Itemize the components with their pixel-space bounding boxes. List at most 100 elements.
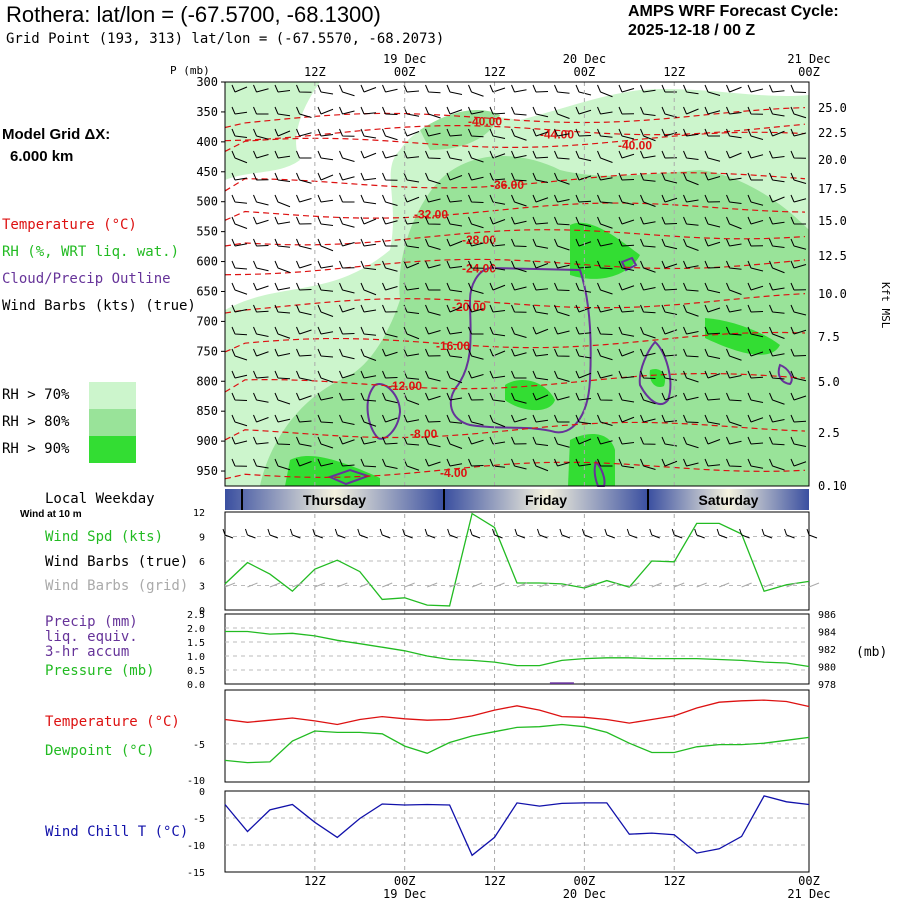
surface-wind-barb xyxy=(626,528,638,539)
wind-barb xyxy=(468,194,484,203)
wind-barb xyxy=(253,414,269,423)
wind-barb xyxy=(468,348,484,360)
wind-speed-tick-label: 6 xyxy=(199,557,205,568)
rh-legend-90-swatch xyxy=(89,436,136,463)
height-tick-label: 10.0 xyxy=(818,287,847,301)
temperature-contour-label: -36.00 xyxy=(490,178,524,192)
wind-barb xyxy=(726,436,742,445)
surface-wind-barbs xyxy=(222,528,818,539)
wind-barb xyxy=(446,150,463,161)
wind-barb xyxy=(231,370,248,379)
wind-barb xyxy=(360,84,377,93)
surface-wind-barb xyxy=(761,528,773,539)
bottom-date-label: 19 Dec xyxy=(383,887,426,900)
bottom-date-label: 21 Dec xyxy=(787,887,830,900)
wind-barb xyxy=(274,128,291,137)
wind-barb xyxy=(704,436,721,445)
precip-tick-label: 0.5 xyxy=(187,666,205,677)
wind-barb xyxy=(747,458,764,469)
wind-barb xyxy=(274,216,291,225)
wind-barb xyxy=(425,84,441,94)
wind-barb xyxy=(618,370,635,379)
wind-barb xyxy=(489,282,506,291)
wind-barb xyxy=(532,304,549,315)
wind-barb xyxy=(382,238,398,247)
top-time-label: 00Z xyxy=(394,65,416,79)
wind-barb xyxy=(360,436,377,445)
wind-barb xyxy=(747,150,764,159)
wind-barb xyxy=(317,260,334,269)
wind-barb xyxy=(317,172,334,181)
wind-barb xyxy=(554,216,570,226)
wind-barb xyxy=(382,414,398,423)
wind-barb xyxy=(726,172,742,181)
bottom-time-label: 12Z xyxy=(663,874,685,888)
wind-barb xyxy=(769,172,785,183)
weekday-label: Saturday xyxy=(699,492,759,508)
wind-barb xyxy=(790,128,807,137)
wind-barb xyxy=(704,260,721,269)
wind-barb xyxy=(511,128,527,141)
top-time-label: 12Z xyxy=(304,65,326,79)
wind-barb xyxy=(575,282,592,293)
wind-barb xyxy=(468,458,484,467)
bottom-time-label: 00Z xyxy=(574,874,596,888)
wind-barb xyxy=(317,348,334,358)
forecast-cycle-time: 2025-12-18 / 00 Z xyxy=(628,22,756,39)
rh-legend-70-swatch xyxy=(89,382,136,409)
temperature-tick-label: -10 xyxy=(187,776,205,787)
wind-barb xyxy=(661,304,678,315)
wind-barb xyxy=(618,326,635,337)
wind-barb xyxy=(575,150,592,162)
pressure-tick-label-right: 986 xyxy=(818,610,836,621)
height-tick-label: 17.5 xyxy=(818,182,847,196)
wind-barb xyxy=(360,216,377,225)
surface-wind-barb-grid xyxy=(449,582,460,588)
wind-barb xyxy=(274,238,291,248)
wind-barb xyxy=(382,436,398,445)
wind-barb xyxy=(575,348,592,359)
wind-barb xyxy=(231,458,248,467)
pressure-tick-label: 800 xyxy=(196,374,218,388)
wind-barb xyxy=(597,260,613,270)
wind-barb xyxy=(360,348,377,361)
wind-barb xyxy=(446,282,463,293)
wind-chill-line xyxy=(224,795,810,857)
wind-barb xyxy=(769,414,785,423)
wind-barb xyxy=(253,282,269,291)
wind-barb xyxy=(425,216,441,225)
wind-barb xyxy=(575,260,592,269)
wind-barb xyxy=(597,304,613,313)
wind-barb xyxy=(511,348,527,357)
wind-barb xyxy=(790,172,807,184)
wind-barb xyxy=(446,84,463,95)
wind-barb xyxy=(726,106,742,115)
wind-barb xyxy=(554,150,570,160)
wind-barb xyxy=(339,414,355,425)
wind-barb xyxy=(317,128,334,137)
wind-barb xyxy=(489,370,506,379)
wind-barb xyxy=(296,238,312,250)
surface-wind-barb xyxy=(469,528,481,539)
wind-barb xyxy=(661,172,678,184)
temperature-contour xyxy=(224,421,806,441)
wind-barb xyxy=(274,458,291,471)
wind-barb xyxy=(296,282,312,291)
wind-barb xyxy=(253,370,269,379)
wind-barb xyxy=(747,348,764,357)
wind-barb xyxy=(511,436,527,445)
pressure-tick-label: 900 xyxy=(196,434,218,448)
pressure-tick-label: 300 xyxy=(196,75,218,89)
surface-wind-barb-grid xyxy=(741,582,752,588)
height-tick-label: 22.5 xyxy=(818,126,847,140)
wind-barb xyxy=(747,84,764,93)
wind-barb xyxy=(296,106,312,118)
wind-barb xyxy=(296,260,312,269)
surface-wind-barb-grid xyxy=(561,582,573,588)
wind-barb xyxy=(726,194,742,204)
wind-barb xyxy=(296,326,312,335)
wind-barb xyxy=(704,304,721,313)
wind-barb xyxy=(597,414,613,426)
wind-barb xyxy=(704,216,721,228)
surface-wind-barb xyxy=(357,528,368,539)
